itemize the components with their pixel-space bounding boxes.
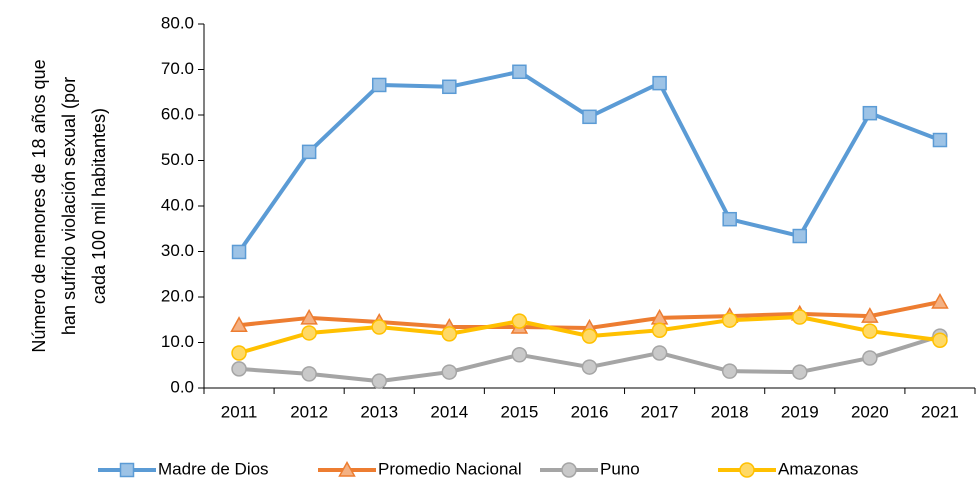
point <box>862 350 878 366</box>
point <box>581 328 598 344</box>
point <box>581 359 598 375</box>
point <box>582 109 597 125</box>
legend-marker <box>119 462 135 478</box>
point <box>932 332 948 348</box>
legend-marker <box>739 462 755 478</box>
y-tick-label: 40.0 <box>161 195 194 214</box>
x-tick-label: 2016 <box>571 402 609 421</box>
x-tick-label: 2018 <box>711 402 749 421</box>
point <box>931 292 949 309</box>
y-tick-label: 70.0 <box>161 59 194 78</box>
point <box>512 64 527 80</box>
x-tick-label: 2013 <box>360 402 398 421</box>
legend-marker <box>338 460 356 477</box>
point <box>301 144 317 160</box>
point <box>231 244 247 260</box>
y-tick-label: 80.0 <box>161 13 194 32</box>
point <box>721 363 738 379</box>
point <box>301 366 317 382</box>
y-tick-label: 60.0 <box>161 104 194 123</box>
point <box>862 323 878 339</box>
point <box>300 308 318 325</box>
point <box>792 364 808 380</box>
point <box>651 345 668 361</box>
point <box>651 322 668 338</box>
x-tick-label: 2017 <box>641 402 679 421</box>
point <box>722 211 737 227</box>
series-line <box>237 69 941 254</box>
point <box>441 326 458 342</box>
point <box>792 228 808 244</box>
point <box>932 132 948 148</box>
point <box>652 75 667 91</box>
legend-label: Amazonas <box>778 459 858 478</box>
x-tick-label: 2014 <box>430 402 468 421</box>
legend-marker <box>561 462 577 478</box>
point <box>511 347 528 363</box>
point <box>231 361 247 377</box>
point <box>442 79 457 95</box>
point <box>441 364 458 380</box>
point <box>231 345 247 361</box>
y-tick-label: 20.0 <box>161 286 194 305</box>
legend-label: Puno <box>600 459 640 478</box>
x-tick-label: 2021 <box>921 402 959 421</box>
point <box>371 319 387 335</box>
y-tick-label: 50.0 <box>161 150 194 169</box>
point <box>862 105 878 121</box>
point <box>301 325 317 341</box>
y-tick-label: 10.0 <box>161 332 194 351</box>
x-tick-label: 2015 <box>500 402 538 421</box>
point <box>371 77 387 93</box>
x-tick-label: 2020 <box>851 402 889 421</box>
x-tick-label: 2011 <box>221 402 258 421</box>
y-tick-label: 30.0 <box>161 241 194 260</box>
y-axis-label: han sufrido violación sexual (por <box>59 77 79 335</box>
y-axis-label: cada 100 mil habitantes) <box>89 108 109 304</box>
x-tick-label: 2019 <box>781 402 819 421</box>
point <box>721 312 738 328</box>
point <box>792 309 808 325</box>
x-tick-label: 2012 <box>290 402 328 421</box>
y-tick-label: 0.0 <box>170 377 194 396</box>
point <box>511 313 528 329</box>
legend-label: Madre de Dios <box>158 459 269 478</box>
point <box>861 307 879 323</box>
point <box>230 316 248 332</box>
legend-label: Promedio Nacional <box>378 459 522 478</box>
y-axis-label: Número de menores de 18 años que <box>29 59 49 352</box>
point <box>371 373 387 389</box>
